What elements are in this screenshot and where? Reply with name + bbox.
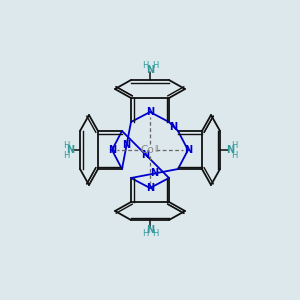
Text: Ⅱ: Ⅱ — [154, 145, 158, 154]
Text: N: N — [122, 140, 130, 151]
Text: H: H — [63, 140, 69, 149]
Text: H: H — [142, 230, 148, 238]
Text: N: N — [108, 145, 116, 155]
Text: H: H — [142, 61, 148, 70]
Text: N: N — [226, 145, 234, 155]
Text: N: N — [146, 107, 154, 117]
Text: H: H — [152, 61, 158, 70]
Text: N: N — [66, 145, 74, 155]
Text: N: N — [141, 149, 150, 160]
Text: Co: Co — [140, 145, 154, 155]
Text: N: N — [150, 169, 159, 178]
Text: H: H — [231, 140, 237, 149]
Text: N: N — [146, 225, 154, 235]
Text: N: N — [169, 122, 178, 131]
Text: H: H — [231, 151, 237, 160]
Text: N: N — [146, 65, 154, 75]
Text: H: H — [152, 230, 158, 238]
Text: H: H — [63, 151, 69, 160]
Text: N: N — [146, 183, 154, 193]
Text: N: N — [184, 145, 192, 155]
